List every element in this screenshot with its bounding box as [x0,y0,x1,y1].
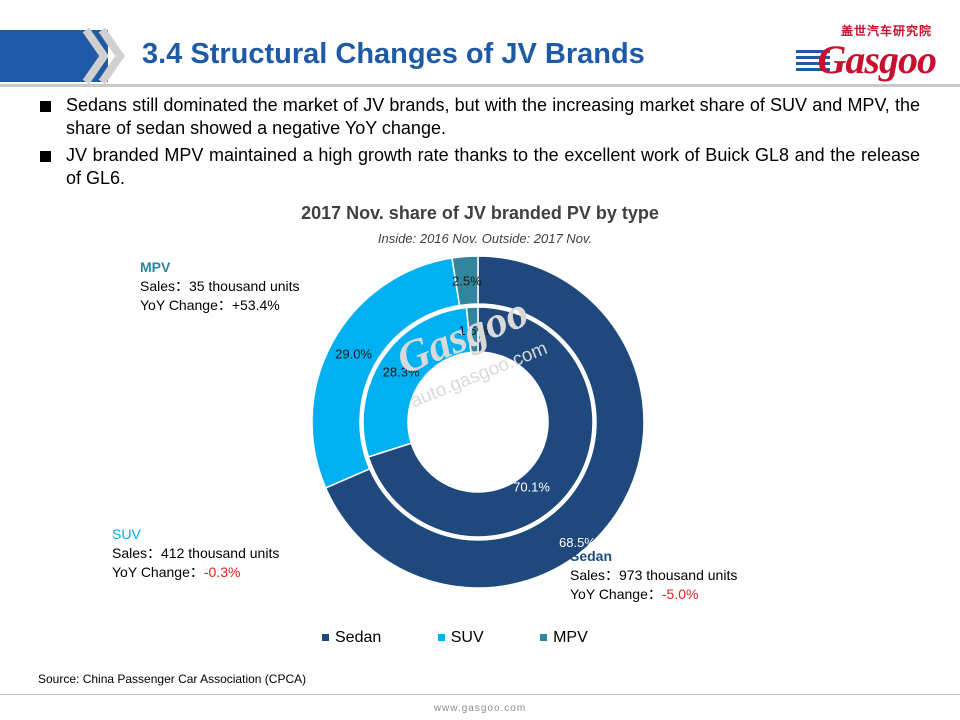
legend-item-suv: SUV [437,629,484,647]
legend-item-sedan: Sedan [322,629,381,647]
legend-label: MPV [553,629,588,646]
logo-cn-text: 盖世汽车研究院 [840,24,932,38]
inner-ring-mpv-label: 1.6% [459,323,489,338]
legend-label: SUV [450,629,484,646]
sedan-callout: Sedan Sales：973 thousand units YoY Chang… [570,547,737,604]
outer-ring-suv-slice [311,257,461,489]
suv-callout-sales: Sales：412 thousand units [112,545,280,561]
mpv-callout: MPV Sales：35 thousand units YoY Change：+… [140,258,300,315]
gasgoo-logo: 盖世汽车研究院 Gasgoo [796,22,946,82]
suv-callout-yoy: YoY Change：-0.3% [112,563,279,582]
inner-ring-sedan-slice [367,306,594,538]
bullet-text: JV branded MPV maintained a high growth … [66,145,920,188]
suv-callout-name: SUV [112,526,141,542]
sedan-callout-name: Sedan [570,548,613,564]
yoy-label: YoY Change： [570,586,662,602]
outer-ring-suv-label: 29.0% [335,347,372,362]
mpv-callout-name: MPV [140,259,171,275]
suv-callout: SUV Sales：412 thousand units YoY Change：… [112,525,279,582]
legend-item-mpv: MPV [540,629,588,647]
footer-rule [0,694,960,695]
outer-ring-sedan-slice [324,255,645,589]
yoy-label: YoY Change： [112,564,204,580]
bullet-item: Sedans still dominated the market of JV … [40,94,920,140]
bullet-text: Sedans still dominated the market of JV … [66,95,920,138]
legend-label: Sedan [335,629,382,646]
outer-ring-mpv-label: 2.5% [452,273,482,288]
mpv-callout-yoy: YoY Change：+53.4% [140,296,300,315]
logo-stripes [796,50,830,72]
yoy-value: -5.0% [661,586,699,602]
chart-legend: Sedan SUV MPV [322,629,640,647]
inner-ring-suv-slice [362,306,472,458]
inner-ring-sedan-label: 70.1% [513,480,550,495]
mpv-callout-sales: Sales：35 thousand units [140,278,300,294]
page-title: 3.4 Structural Changes of JV Brands [142,38,645,70]
source-note: Source: China Passenger Car Association … [38,672,307,686]
legend-swatch [322,634,329,642]
sedan-callout-yoy: YoY Change：-5.0% [570,585,737,604]
header-rule [0,84,960,87]
bullet-list: Sedans still dominated the market of JV … [40,94,920,194]
inner-ring-mpv-slice [465,306,479,354]
square-bullet-icon [40,101,51,112]
sedan-callout-sales: Sales：973 thousand units [570,567,738,583]
logo-word: Gasgoo [817,37,937,82]
inner-ring-suv-label: 28.3% [383,364,420,379]
legend-swatch [437,634,445,642]
yoy-label: YoY Change： [140,297,232,313]
square-bullet-icon [40,151,51,162]
bullet-item: JV branded MPV maintained a high growth … [40,144,920,190]
chevron-decoration-icon [82,28,125,84]
yoy-value: +53.4% [231,297,280,313]
legend-swatch [540,634,548,642]
chart-title: 2017 Nov. share of JV branded PV by type [301,203,659,223]
footer-url: www.gasgoo.com [433,703,527,714]
chart-subtitle: Inside: 2016 Nov. Outside: 2017 Nov. [377,231,593,246]
outer-ring-sedan-label: 68.5% [559,535,596,550]
yoy-value: -0.3% [203,564,241,580]
outer-ring-mpv-slice [451,255,479,307]
